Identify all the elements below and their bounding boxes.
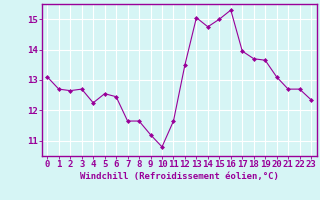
X-axis label: Windchill (Refroidissement éolien,°C): Windchill (Refroidissement éolien,°C) [80, 172, 279, 181]
